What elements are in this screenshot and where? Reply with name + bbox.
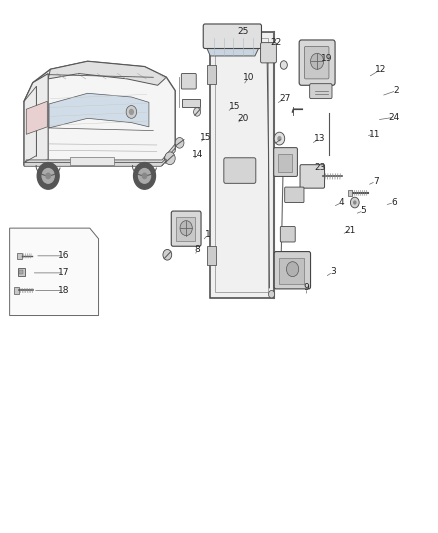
- FancyBboxPatch shape: [304, 46, 329, 79]
- Bar: [182, 99, 200, 107]
- Bar: [14, 287, 19, 294]
- Circle shape: [37, 163, 59, 189]
- FancyBboxPatch shape: [274, 148, 297, 176]
- Circle shape: [268, 290, 275, 298]
- Bar: [210, 32, 274, 298]
- Bar: [348, 190, 352, 196]
- FancyBboxPatch shape: [299, 40, 335, 85]
- Text: 6: 6: [391, 198, 397, 207]
- Bar: [70, 157, 114, 165]
- Circle shape: [175, 138, 184, 148]
- Polygon shape: [49, 93, 149, 128]
- Circle shape: [180, 221, 192, 236]
- Text: 15: 15: [229, 102, 240, 111]
- Bar: [176, 217, 195, 241]
- Circle shape: [126, 106, 137, 118]
- Circle shape: [163, 249, 172, 260]
- FancyBboxPatch shape: [261, 43, 276, 63]
- Text: 27: 27: [279, 94, 290, 103]
- Text: 10: 10: [243, 73, 254, 82]
- Text: 17: 17: [58, 269, 69, 277]
- FancyBboxPatch shape: [280, 227, 295, 242]
- Text: 1: 1: [205, 230, 211, 239]
- Circle shape: [46, 173, 50, 179]
- Circle shape: [280, 61, 287, 69]
- Bar: [19, 270, 23, 274]
- Text: 12: 12: [375, 65, 387, 74]
- Circle shape: [165, 152, 175, 165]
- Text: 11: 11: [369, 130, 380, 139]
- Text: 5: 5: [360, 206, 367, 215]
- Polygon shape: [10, 228, 99, 316]
- Polygon shape: [24, 148, 175, 166]
- Text: 3: 3: [330, 268, 336, 276]
- Circle shape: [142, 173, 147, 179]
- Text: 20: 20: [237, 114, 249, 123]
- Bar: [279, 258, 304, 284]
- Polygon shape: [24, 74, 48, 165]
- Circle shape: [353, 200, 357, 205]
- Circle shape: [277, 136, 282, 141]
- Bar: [17, 253, 22, 259]
- Text: 25: 25: [237, 28, 249, 36]
- Circle shape: [350, 197, 359, 208]
- Bar: [215, 38, 268, 292]
- Text: 19: 19: [321, 54, 332, 63]
- Polygon shape: [205, 37, 259, 56]
- FancyBboxPatch shape: [181, 74, 196, 89]
- Text: 16: 16: [58, 252, 69, 260]
- Text: 22: 22: [270, 38, 282, 47]
- Text: 15: 15: [200, 133, 212, 142]
- Circle shape: [134, 163, 155, 189]
- Text: 13: 13: [314, 134, 325, 143]
- Circle shape: [274, 132, 285, 145]
- FancyBboxPatch shape: [203, 24, 261, 49]
- Circle shape: [286, 262, 299, 277]
- Text: 2: 2: [394, 86, 399, 95]
- Text: 23: 23: [314, 164, 325, 172]
- Circle shape: [194, 108, 201, 116]
- Circle shape: [129, 109, 134, 115]
- Text: 4: 4: [339, 198, 344, 207]
- Bar: [18, 268, 25, 276]
- Text: 14: 14: [192, 150, 204, 159]
- FancyBboxPatch shape: [274, 252, 311, 289]
- Text: 8: 8: [194, 245, 200, 254]
- Text: 7: 7: [373, 177, 379, 185]
- Text: 24: 24: [389, 113, 400, 122]
- Text: 18: 18: [58, 286, 69, 295]
- Bar: [278, 154, 292, 172]
- Circle shape: [138, 168, 151, 183]
- Polygon shape: [24, 61, 175, 165]
- FancyBboxPatch shape: [310, 84, 332, 99]
- Bar: [207, 65, 216, 84]
- FancyBboxPatch shape: [171, 211, 201, 246]
- Circle shape: [42, 168, 54, 183]
- Polygon shape: [24, 144, 175, 165]
- Bar: [207, 246, 216, 265]
- FancyBboxPatch shape: [224, 158, 256, 183]
- Circle shape: [311, 53, 324, 69]
- Polygon shape: [26, 101, 47, 134]
- FancyBboxPatch shape: [285, 187, 304, 203]
- Polygon shape: [48, 61, 166, 85]
- Text: 9: 9: [304, 284, 310, 292]
- FancyBboxPatch shape: [300, 165, 325, 188]
- Text: 21: 21: [345, 226, 356, 235]
